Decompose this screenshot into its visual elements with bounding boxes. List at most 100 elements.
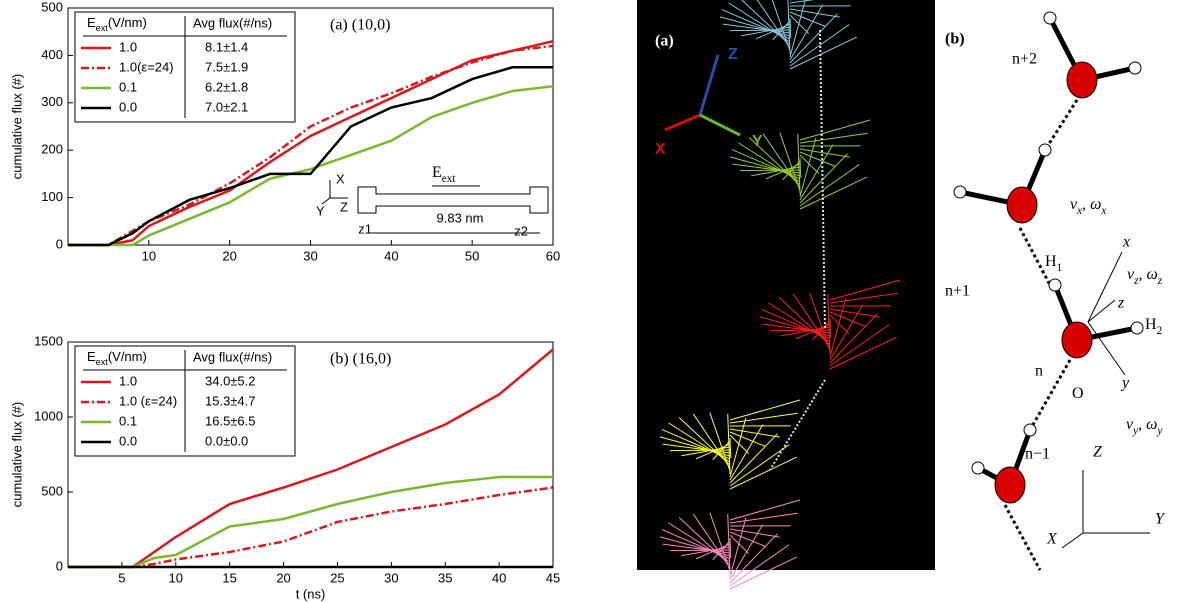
x-tick-label: 10 xyxy=(142,248,156,263)
velocity-label-part: z xyxy=(1157,275,1163,287)
atom-label-part: H xyxy=(1045,253,1057,270)
render-stick xyxy=(829,324,890,367)
oxygen xyxy=(994,466,1026,504)
x-tick-label: 40 xyxy=(492,570,506,585)
render-stick xyxy=(748,137,801,186)
render-stick xyxy=(771,0,791,52)
velocity-label-part: v xyxy=(1127,266,1135,283)
inset-axis: Z xyxy=(340,199,348,214)
render-stick xyxy=(729,444,790,487)
diagram-label: (b) xyxy=(945,31,965,48)
render-stick xyxy=(779,132,801,192)
render-stick xyxy=(729,531,766,547)
render-arrows xyxy=(664,113,701,132)
unit-label: n+2 xyxy=(1012,51,1037,68)
x-axis-label: t (ns) xyxy=(296,586,326,601)
legend-header-part: E xyxy=(87,15,96,30)
render-stick xyxy=(829,314,850,334)
hydrogen xyxy=(1048,278,1062,292)
render-stick xyxy=(740,169,801,172)
render-stick xyxy=(729,433,778,484)
render-arrows xyxy=(698,54,720,116)
velocity-label-part: , ω xyxy=(1138,266,1157,283)
legend-header: Eext(V/nm) xyxy=(87,15,147,33)
render-stick xyxy=(729,544,790,587)
render-stick xyxy=(762,133,801,189)
x-tick-label: 40 xyxy=(384,248,398,263)
render-stick xyxy=(799,132,868,144)
hydrogen xyxy=(971,461,985,475)
y-axis-label: cumulative flux (#) xyxy=(9,74,24,179)
atom-label-part: H xyxy=(1145,316,1157,333)
inset-length: 9.83 nm xyxy=(437,210,484,225)
render-stick xyxy=(729,456,798,490)
legend-header: Avg flux(#/ns) xyxy=(193,15,272,30)
hydrogen xyxy=(1130,321,1144,335)
legend-header-part: E xyxy=(87,349,96,364)
render-stick xyxy=(789,24,850,67)
render-stick xyxy=(789,14,810,34)
y-tick-label: 200 xyxy=(41,142,63,157)
legend-header-part: (V/nm) xyxy=(108,15,147,30)
image-axis: Z xyxy=(728,46,738,63)
render-stick xyxy=(659,436,731,457)
legend-label: 1.0 (ε=24) xyxy=(119,393,177,408)
image-axis: Y xyxy=(752,133,763,150)
local-axis: y xyxy=(1120,375,1130,392)
render-stick xyxy=(729,412,798,424)
render-stick xyxy=(789,13,838,64)
hydrogen xyxy=(1038,143,1052,157)
render-stick xyxy=(729,417,747,478)
velocity-label: vy, ωy xyxy=(1126,416,1162,437)
y-tick-label: 1000 xyxy=(34,408,63,423)
legend-label: 0.1 xyxy=(119,413,137,428)
image-axis: X xyxy=(655,141,666,158)
render-stick xyxy=(729,528,780,538)
inset-field-part: ext xyxy=(442,173,457,185)
render-stick xyxy=(729,399,801,421)
render-stick xyxy=(729,534,750,554)
legend-header-part: (V/nm) xyxy=(108,349,147,364)
y-tick-label: 500 xyxy=(41,0,63,14)
velocity-label: vz, ωz xyxy=(1127,266,1163,287)
x-tick-label: 15 xyxy=(222,570,236,585)
render-stick xyxy=(789,4,824,61)
velocity-label-part: y xyxy=(1156,425,1162,437)
render-stick xyxy=(729,533,778,584)
render-stick xyxy=(692,413,731,469)
render-stick xyxy=(792,293,831,349)
velocity-label-part: z xyxy=(1133,275,1139,287)
legend-flux: 0.0±0.0 xyxy=(205,433,248,448)
render-stick xyxy=(729,499,801,521)
hydrogen xyxy=(1043,11,1057,25)
series-line xyxy=(68,66,553,247)
y-axis-label: cumulative flux (#) xyxy=(9,402,24,507)
legend-label: 1.0 xyxy=(119,39,137,54)
legend-flux: 6.2±1.8 xyxy=(205,79,248,94)
legend-flux: 16.5±6.5 xyxy=(205,413,256,428)
y-tick-label: 500 xyxy=(41,483,63,498)
render-stick xyxy=(799,153,848,204)
panel-label: (b) (16,0) xyxy=(330,351,391,368)
render-stick xyxy=(729,424,764,481)
inset-axes xyxy=(321,180,348,205)
render-stick xyxy=(799,151,836,167)
x-tick-label: 60 xyxy=(546,248,560,263)
render-stick xyxy=(729,431,766,447)
legend-header: Avg flux(#/ns) xyxy=(193,349,272,364)
inset-field-part: E xyxy=(432,164,442,181)
unit-label: n xyxy=(1035,363,1043,380)
atom-label-part: 1 xyxy=(1057,262,1063,274)
render-stick xyxy=(809,292,831,352)
render-stick xyxy=(709,412,731,472)
render-stick xyxy=(770,329,831,332)
y-tick-label: 1500 xyxy=(34,333,63,348)
render-stick xyxy=(709,512,731,572)
panel-label: (a) (10,0) xyxy=(330,17,390,34)
render-stick xyxy=(659,536,731,557)
render-stick xyxy=(829,308,880,318)
inset-field: Eext xyxy=(432,164,456,185)
x-tick-label: 30 xyxy=(303,248,317,263)
series-line xyxy=(68,44,554,247)
